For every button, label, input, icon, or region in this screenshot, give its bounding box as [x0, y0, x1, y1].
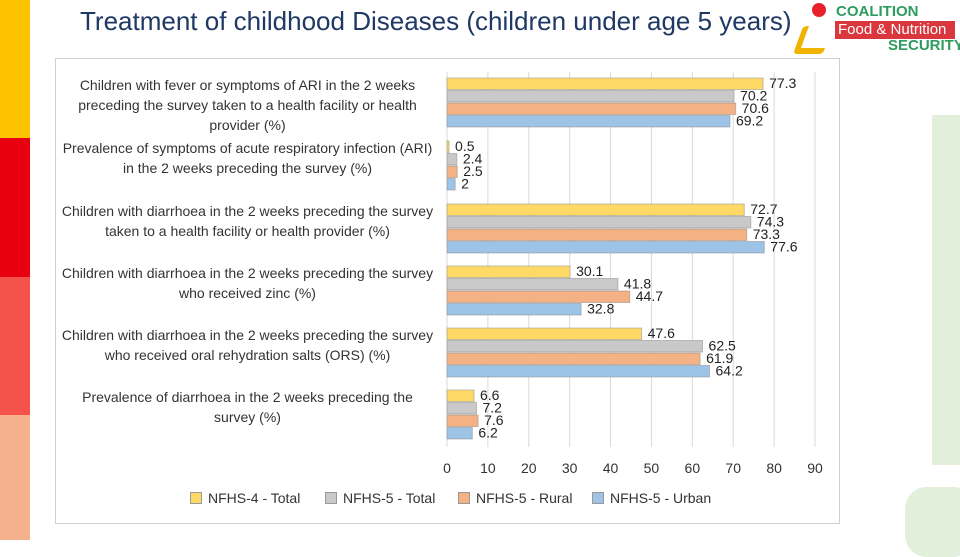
coalition-logo: COALITION Food & Nutrition SECURITY [790, 0, 960, 56]
data-label: 77.3 [769, 75, 796, 91]
bar [446, 216, 752, 229]
bar [446, 90, 735, 103]
decor-strip-peach [0, 415, 30, 540]
logo-text: COALITION [836, 3, 919, 20]
data-label: 6.6 [480, 387, 500, 403]
bar [446, 153, 458, 166]
category-label: Prevalence of symptoms of acute respirat… [62, 140, 433, 176]
data-label: 70.2 [740, 88, 767, 104]
legend-label: NFHS-4 - Total [208, 490, 301, 506]
data-label: 62.5 [709, 338, 736, 354]
bar [446, 178, 456, 191]
data-label: 47.6 [648, 325, 675, 341]
legend-swatch [458, 492, 470, 504]
bar [446, 102, 737, 115]
legend-item: NFHS-5 - Total [325, 490, 435, 506]
bar [446, 140, 450, 153]
category-label: Children with diarrhoea in the 2 weeks p… [61, 265, 434, 301]
data-label: 2.5 [463, 163, 483, 179]
x-tick-label: 60 [685, 460, 701, 476]
data-label: 6.2 [478, 425, 498, 441]
bar [446, 352, 701, 365]
bar [446, 389, 475, 402]
data-label: 74.3 [757, 214, 784, 230]
x-tick-label: 70 [725, 460, 741, 476]
decor-strip-red [0, 138, 30, 277]
bar [446, 327, 643, 340]
legend-item: NFHS-5 - Urban [592, 490, 711, 506]
x-tick-label: 40 [603, 460, 619, 476]
bar [446, 241, 765, 254]
bar [446, 414, 479, 427]
data-label: 70.6 [742, 100, 769, 116]
legend-swatch [190, 492, 202, 504]
bar [446, 265, 571, 278]
data-label: 41.8 [624, 276, 651, 292]
bar [446, 228, 748, 241]
data-label: 30.1 [576, 263, 603, 279]
bar-chart: 0 10 20 30 40 50 60 70 80 90 77.3 0.5 72.7 30.1 47.6 6.… [443, 72, 823, 476]
page-title: Treatment of childhood Diseases (childre… [80, 6, 792, 36]
data-label: 32.8 [587, 301, 614, 317]
bar [446, 115, 731, 128]
bar [446, 290, 631, 303]
legend-label: NFHS-5 - Urban [610, 490, 712, 506]
logo-text: Food & Nutrition [838, 21, 947, 38]
category-label: Children with diarrhoea in the 2 weeks p… [61, 203, 434, 239]
decor-strip-yellow [0, 0, 30, 138]
data-label: 7.6 [484, 412, 504, 428]
category-label: Children with diarrhoea in the 2 weeks p… [61, 327, 434, 363]
x-tick-label: 20 [521, 460, 537, 476]
bar [446, 278, 619, 291]
bar [446, 165, 458, 178]
decor-strip-coral [0, 277, 30, 415]
x-tick-label: 0 [443, 460, 451, 476]
legend-item: NFHS-5 - Rural [458, 490, 572, 506]
data-label: 2 [461, 176, 469, 192]
data-label: 73.3 [753, 226, 780, 242]
bar [446, 427, 473, 440]
x-tick-label: 50 [644, 460, 660, 476]
legend-swatch [325, 492, 337, 504]
x-tick-label: 80 [766, 460, 782, 476]
bar [446, 402, 477, 415]
data-label: 0.5 [455, 138, 475, 154]
x-tick-label: 10 [480, 460, 496, 476]
bar [446, 340, 704, 353]
category-label: Prevalence of diarrhoea in the 2 weeks p… [82, 389, 413, 425]
data-label: 69.2 [736, 113, 763, 129]
bar [446, 203, 745, 216]
bar [446, 365, 711, 378]
data-label: 64.2 [716, 363, 743, 379]
decor-green-bar [932, 115, 960, 465]
data-label: 61.9 [706, 350, 733, 366]
bar [446, 303, 582, 316]
data-label: 7.2 [482, 400, 502, 416]
x-tick-label: 90 [807, 460, 823, 476]
legend-label: NFHS-5 - Rural [476, 490, 573, 506]
data-label: 44.7 [636, 288, 663, 304]
legend-item: NFHS-4 - Total [190, 490, 300, 506]
bar [446, 77, 764, 90]
data-label: 77.6 [770, 239, 797, 255]
legend-label: NFHS-5 - Total [343, 490, 436, 506]
legend-swatch [592, 492, 604, 504]
x-tick-label: 30 [562, 460, 578, 476]
data-label: 2.4 [463, 151, 483, 167]
category-label: Children with fever or symptoms of ARI i… [78, 77, 417, 133]
data-label: 72.7 [750, 201, 777, 217]
logo-text: SECURITY [888, 37, 960, 54]
